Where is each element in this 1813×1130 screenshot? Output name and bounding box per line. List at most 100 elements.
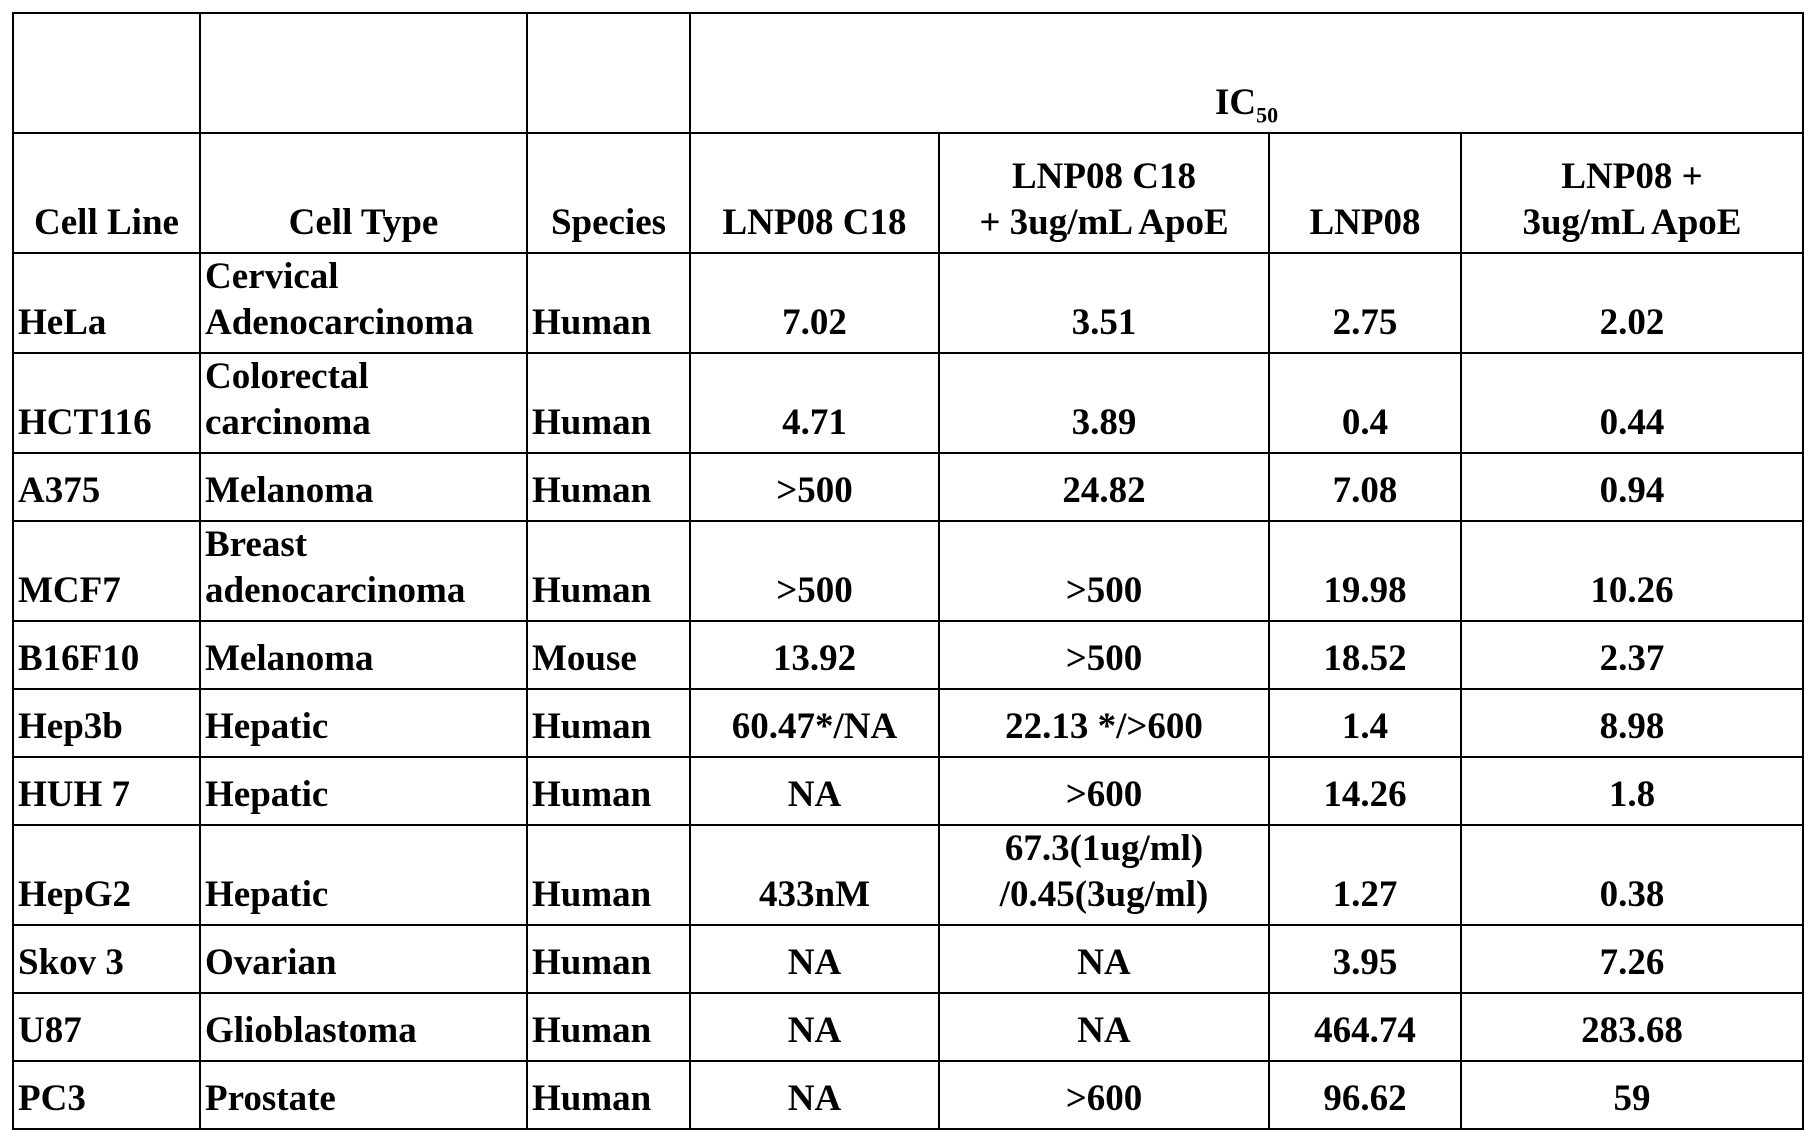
value-lnp08-c18: NA [689,1060,940,1130]
ic50-table: IC50 Cell Line Cell Type Species LNP08 C… [12,12,1804,1130]
species: Human [526,352,691,454]
value-lnp08-c18: 60.47*/NA [689,688,940,758]
cell-text-line: 22.13 */>600 [1005,706,1203,747]
cell-line-name: Skov 3 [12,924,201,994]
species: Human [526,452,691,522]
column-header-lnp08-apoe: LNP08 + 3ug/mL ApoE [1460,132,1804,254]
value-lnp08-c18-apoe: >600 [938,1060,1270,1130]
value-lnp08-c18-apoe: NA [938,924,1270,994]
value-lnp08-c18: 7.02 [689,252,940,354]
cell-text-line: Breast [205,524,308,565]
table-row: Skov 3 Ovarian Human NA NA 3.95 7.26 [12,924,1804,994]
species: Human [526,824,691,926]
value-lnp08: 0.4 [1268,352,1462,454]
cell-text-line: Cervical [205,256,339,297]
cell-type: Cervical Adenocarcinoma [199,252,528,354]
empty-header-cell [199,12,528,134]
cell-text-line: >500 [1065,570,1143,611]
cell-text-line: Prostate [205,1078,336,1119]
cell-line-name: HepG2 [12,824,201,926]
cell-text-line: /0.45(3ug/ml) [999,874,1209,915]
species: Human [526,756,691,826]
cell-text-line: 24.82 [1062,470,1146,511]
value-lnp08: 3.95 [1268,924,1462,994]
value-lnp08-c18-apoe: NA [938,992,1270,1062]
value-lnp08: 1.27 [1268,824,1462,926]
table-row: HepG2 Hepatic Human 433nM 67.3(1ug/ml) /0.45(… [12,824,1804,926]
header-line: LNP08 + [1561,156,1703,197]
value-lnp08-apoe: 2.37 [1460,620,1804,690]
value-lnp08-c18-apoe: 67.3(1ug/ml) /0.45(3ug/ml) [938,824,1270,926]
cell-text-line: >600 [1065,774,1143,815]
value-lnp08: 19.98 [1268,520,1462,622]
header-line: 3ug/mL ApoE [1522,202,1742,243]
ic50-group-header: IC50 [689,12,1804,134]
value-lnp08: 7.08 [1268,452,1462,522]
cell-text-line: NA [1077,942,1131,983]
cell-line-name: A375 [12,452,201,522]
cell-line-name: MCF7 [12,520,201,622]
header-line: + 3ug/mL ApoE [979,202,1229,243]
value-lnp08: 1.4 [1268,688,1462,758]
value-lnp08-c18-apoe: 3.51 [938,252,1270,354]
cell-type: Melanoma [199,620,528,690]
value-lnp08-c18-apoe: >500 [938,520,1270,622]
cell-type: Hepatic [199,824,528,926]
cell-line-name: B16F10 [12,620,201,690]
cell-line-name: HeLa [12,252,201,354]
table-row: Hep3b Hepatic Human 60.47*/NA 22.13 */>600 1.… [12,688,1804,758]
cell-line-name: U87 [12,992,201,1062]
column-header-lnp08: LNP08 [1268,132,1462,254]
species: Mouse [526,620,691,690]
value-lnp08-apoe: 8.98 [1460,688,1804,758]
cell-line-name: PC3 [12,1060,201,1130]
cell-text-line: 67.3(1ug/ml) [1004,828,1204,869]
cell-text-line: >600 [1065,1078,1143,1119]
cell-text-line: Hepatic [205,874,329,915]
value-lnp08-c18: 4.71 [689,352,940,454]
value-lnp08-apoe: 10.26 [1460,520,1804,622]
value-lnp08-c18-apoe: 24.82 [938,452,1270,522]
empty-header-cell [526,12,691,134]
value-lnp08-apoe: 0.44 [1460,352,1804,454]
value-lnp08-apoe: 2.02 [1460,252,1804,354]
cell-text-line: Melanoma [205,470,374,511]
cell-text-line: 3.89 [1071,402,1137,443]
cell-text-line: NA [1077,1010,1131,1051]
value-lnp08-c18: NA [689,924,940,994]
group-header-row: IC50 [12,12,1804,134]
species: Human [526,252,691,354]
cell-text-line: Adenocarcinoma [205,302,474,343]
species: Human [526,1060,691,1130]
cell-type: Hepatic [199,688,528,758]
cell-text-line: Hepatic [205,774,329,815]
header-line: LNP08 C18 [1012,156,1196,197]
value-lnp08: 14.26 [1268,756,1462,826]
value-lnp08-apoe: 0.38 [1460,824,1804,926]
value-lnp08-apoe: 283.68 [1460,992,1804,1062]
table-row: A375 Melanoma Human >500 24.82 7.08 0.94 [12,452,1804,522]
column-header-cell-line: Cell Line [12,132,201,254]
value-lnp08: 2.75 [1268,252,1462,354]
value-lnp08-c18: 13.92 [689,620,940,690]
value-lnp08-c18-apoe: >600 [938,756,1270,826]
ic50-label: IC [1214,82,1257,123]
cell-text-line: >500 [1065,638,1143,679]
value-lnp08-c18: >500 [689,520,940,622]
column-header-cell-type: Cell Type [199,132,528,254]
cell-text-line: Ovarian [205,942,337,983]
cell-type: Breast adenocarcinoma [199,520,528,622]
cell-text-line: carcinoma [205,402,371,443]
value-lnp08-apoe: 59 [1460,1060,1804,1130]
table-row: B16F10 Melanoma Mouse 13.92 >500 18.52 2.37 [12,620,1804,690]
cell-type: Prostate [199,1060,528,1130]
cell-text-line: Colorectal [205,356,369,397]
empty-header-cell [12,12,201,134]
cell-text-line: 3.51 [1071,302,1137,343]
species: Human [526,520,691,622]
column-header-lnp08-c18-apoe: LNP08 C18 + 3ug/mL ApoE [938,132,1270,254]
cell-text-line: Melanoma [205,638,374,679]
value-lnp08-c18-apoe: >500 [938,620,1270,690]
cell-line-name: HUH 7 [12,756,201,826]
value-lnp08-apoe: 0.94 [1460,452,1804,522]
